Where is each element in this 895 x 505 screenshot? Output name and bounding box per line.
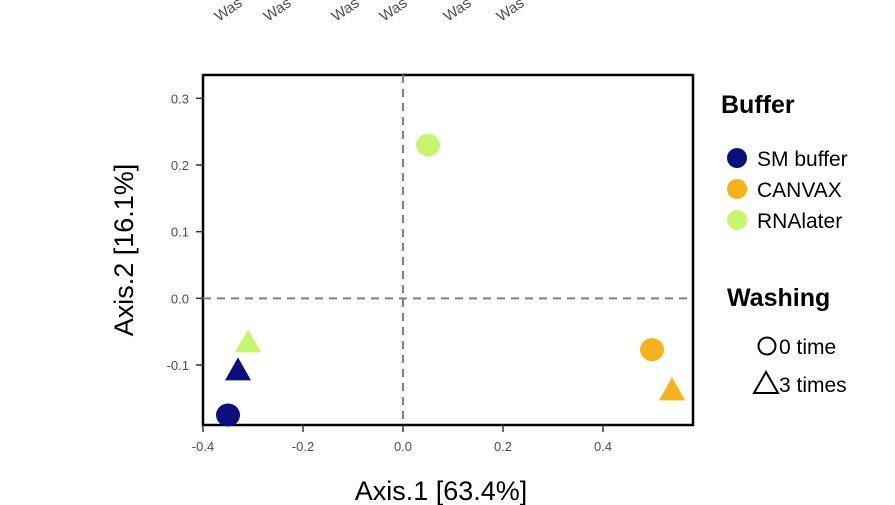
x-tick-label: 0.4 [594, 439, 612, 454]
point-triangle [235, 329, 261, 353]
legend-buffer: Buffer SM buffer CANVAX RNAlater [721, 91, 848, 233]
x-tick-label: 0.2 [494, 439, 512, 454]
point-circle [640, 338, 664, 362]
y-axis-title: Axis.2 [16.1%] [109, 164, 139, 337]
legend-washing-label: 3 times [779, 374, 847, 397]
y-tick-label: 0.3 [171, 91, 189, 106]
data-points [216, 133, 685, 427]
top-partial-label: Was [261, 0, 295, 25]
legend-washing: Washing 0 time 3 times [727, 284, 847, 397]
y-tick-label: 0.0 [171, 291, 189, 306]
top-partial-label: Was [329, 0, 363, 25]
legend-buffer-key [727, 210, 747, 230]
point-triangle [225, 357, 251, 381]
legend-buffer-key [727, 148, 747, 168]
plot-panel [201, 73, 695, 427]
x-axis-ticks: -0.4 -0.2 0.0 0.2 0.4 [192, 425, 612, 454]
top-partial-label: Was [441, 0, 475, 25]
x-tick-label: -0.4 [192, 439, 214, 454]
top-partial-label: Was [212, 0, 246, 25]
top-partial-label: Was [377, 0, 411, 25]
legend-buffer-label: RNAlater [757, 210, 842, 233]
point-circle [216, 403, 240, 427]
y-axis-ticks: -0.1 0.0 0.1 0.2 0.3 [167, 91, 203, 373]
point-circle [416, 133, 440, 157]
x-tick-label: 0.0 [394, 439, 412, 454]
y-tick-label: -0.1 [167, 358, 189, 373]
x-tick-label: -0.2 [292, 439, 314, 454]
legend-buffer-label: CANVAX [757, 179, 842, 202]
point-triangle [659, 377, 685, 401]
legend-buffer-key [727, 179, 747, 199]
legend-washing-key-circle [757, 336, 777, 356]
top-partial-labels: Was Was Was Was Was Was [212, 0, 528, 25]
legend-washing-label: 0 time [779, 336, 836, 359]
y-tick-label: 0.1 [171, 225, 189, 240]
x-axis-title: Axis.1 [63.4%] [355, 476, 528, 505]
legend-washing-key-triangle [752, 369, 780, 394]
y-tick-label: 0.2 [171, 158, 189, 173]
legend-buffer-title: Buffer [721, 91, 795, 119]
top-partial-label: Was [494, 0, 528, 25]
legend-washing-title: Washing [727, 284, 830, 312]
legend-buffer-label: SM buffer [757, 148, 848, 171]
